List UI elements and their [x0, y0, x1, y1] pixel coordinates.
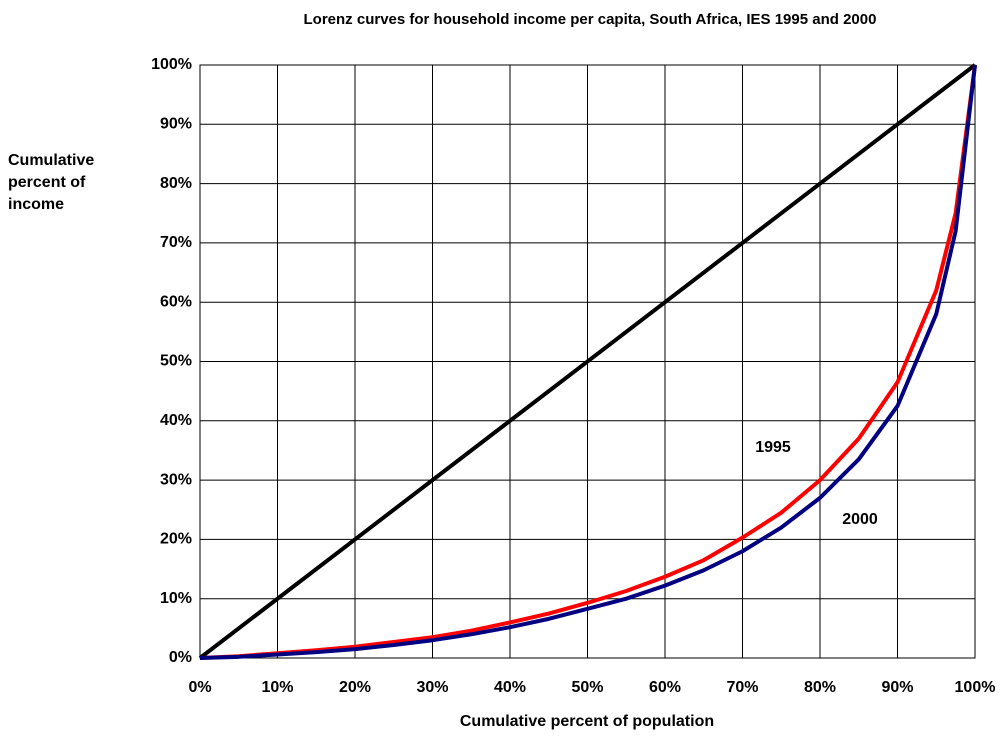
- x-tick-label: 70%: [726, 679, 758, 696]
- x-axis-label: Cumulative percent of population: [460, 713, 714, 730]
- plot-border: [199, 64, 976, 659]
- y-tick-label: 10%: [160, 590, 192, 607]
- x-tick-label: 20%: [339, 679, 371, 696]
- line-series: [199, 64, 977, 660]
- x-tick-label: 30%: [416, 679, 448, 696]
- y-tick-label: 0%: [169, 649, 192, 666]
- chart-title: Lorenz curves for household income per c…: [304, 11, 877, 28]
- x-tick-label: 40%: [494, 679, 526, 696]
- y-tick-label: 30%: [160, 471, 192, 488]
- y-tick-label: 100%: [151, 56, 192, 73]
- y-tick-label: 20%: [160, 531, 192, 548]
- series-label: 2000: [842, 511, 878, 528]
- y-axis-label: Cumulative percent of income: [8, 152, 95, 213]
- x-tick-label: 0%: [188, 679, 211, 696]
- x-tick-label: 50%: [571, 679, 603, 696]
- y-tick-label: 50%: [160, 353, 192, 370]
- line-series: [198, 63, 977, 660]
- line-series: [199, 64, 977, 660]
- x-tick-label: 10%: [261, 679, 293, 696]
- x-tick-label: 60%: [649, 679, 681, 696]
- y-tick-label: 90%: [160, 116, 192, 133]
- x-tick-label: 90%: [881, 679, 913, 696]
- y-tick-label: 80%: [160, 175, 192, 192]
- x-tick-label: 100%: [955, 679, 996, 696]
- x-tick-label: 80%: [804, 679, 836, 696]
- y-tick-label: 70%: [160, 234, 192, 251]
- y-tick-label: 40%: [160, 412, 192, 429]
- y-tick-label: 60%: [160, 293, 192, 310]
- series-label: 1995: [755, 439, 791, 456]
